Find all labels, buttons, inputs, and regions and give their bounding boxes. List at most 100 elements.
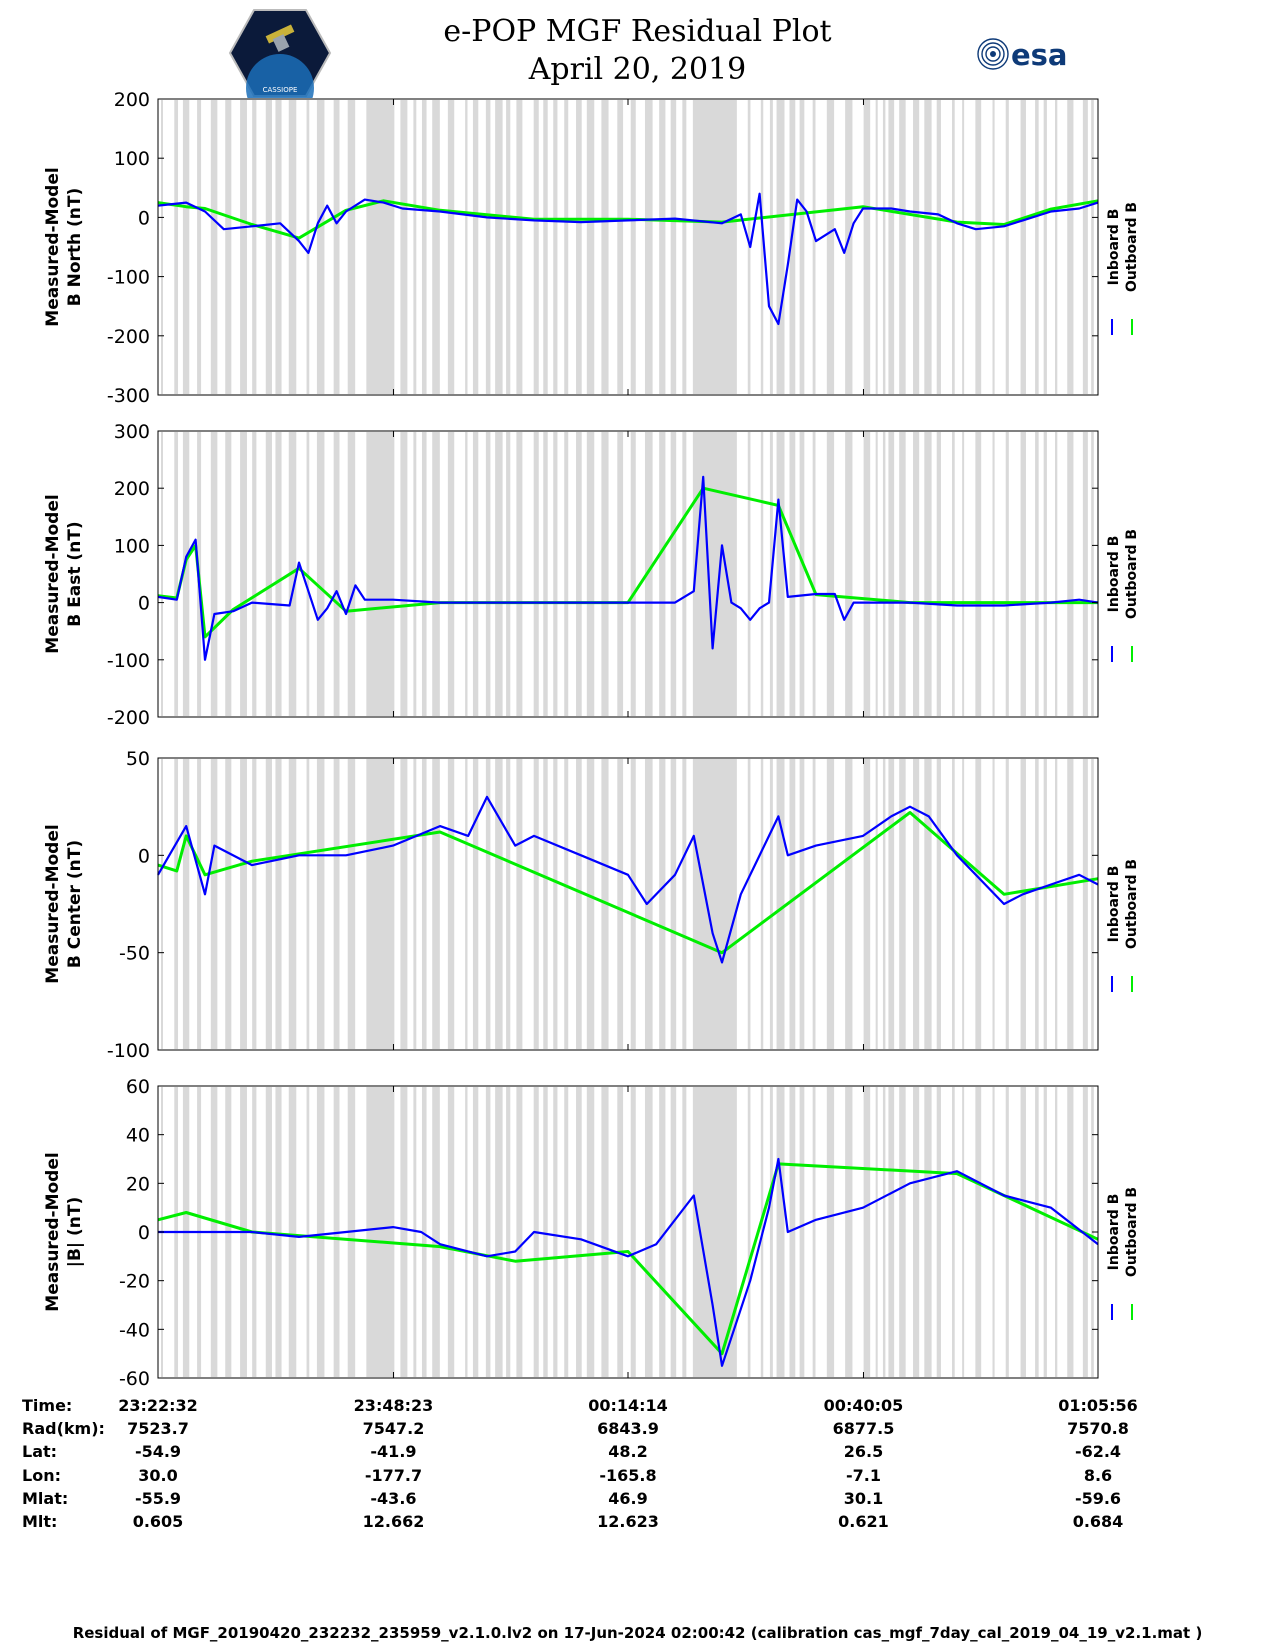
data-gap-stripe [875, 432, 878, 716]
data-gap-stripe [265, 100, 272, 394]
data-gap-stripe [776, 100, 785, 394]
panel-3: 50 0 -50 -100 Measured-Model B Center (nT) Inb… [43, 748, 1140, 1062]
data-gap-stripe [252, 100, 257, 394]
data-gap-stripe [400, 1087, 408, 1377]
data-gap-stripe [913, 432, 920, 716]
data-gap-stripe [659, 759, 666, 1049]
footer-caption: Residual of MGF_20190420_232232_235959_v… [72, 1624, 1203, 1642]
data-gap-stripe [992, 100, 995, 394]
data-gap-stripe [265, 759, 272, 1049]
data-gap-stripe [400, 432, 408, 716]
data-gap-stripe [265, 432, 272, 716]
data-gap-stripe [747, 759, 751, 1049]
y-axis-label: Measured-Model B North (nT) [43, 167, 85, 326]
data-gap-stripe [747, 432, 751, 716]
y-tick-label: 200 [114, 89, 150, 111]
data-gap-stripe [1005, 432, 1009, 716]
data-gap-stripe [1043, 1087, 1047, 1377]
data-gap-stripe [992, 1087, 995, 1377]
data-gap-stripe [1020, 759, 1026, 1049]
y-axis-label-line: B Center (nT) [65, 840, 85, 968]
info-lat-value: -62.4 [1074, 1442, 1122, 1461]
y-axis-label-line: B North (nT) [65, 188, 85, 307]
data-gap-stripe [1055, 1087, 1058, 1377]
data-gap-stripe [288, 759, 297, 1049]
data-gap-stripe [485, 759, 491, 1049]
data-gap-stripe [601, 100, 609, 394]
y-tick-label: 200 [114, 478, 150, 500]
data-gap-stripe [899, 432, 906, 716]
data-gap-stripe [936, 759, 941, 1049]
data-gap-stripe [682, 100, 687, 394]
data-gap-stripe [769, 100, 773, 394]
data-gap-stripe [564, 432, 569, 716]
data-gap-stripe [553, 759, 558, 1049]
y-tick-label: -50 [119, 943, 150, 965]
data-gap-stripe [400, 100, 408, 394]
data-gap-stripe [875, 100, 878, 394]
data-gap-stripe [617, 100, 624, 394]
data-gap-stripe [692, 100, 737, 394]
legend-entry: Inboard B [1106, 536, 1122, 613]
series-outboard [157, 199, 1099, 240]
data-gap-stripe [1035, 1087, 1039, 1377]
data-gap-stripe [1082, 100, 1088, 394]
data-gap-stripe [1035, 432, 1039, 716]
data-gap-stripe [1020, 1087, 1026, 1377]
data-gap-stripe [924, 432, 932, 716]
y-tick-label: -200 [107, 326, 150, 348]
data-gap-stripe [682, 432, 687, 716]
data-gap-stripe [692, 759, 737, 1049]
series-inboard [158, 1157, 1099, 1367]
data-gap-stripe [882, 432, 886, 716]
legend-entry: Outboard B [1124, 202, 1140, 292]
y-axis-label-line: Measured-Model [43, 824, 63, 983]
data-gap-stripe [899, 759, 906, 1049]
data-gap-stripe [670, 432, 677, 716]
info-lon-value: -7.1 [845, 1466, 881, 1485]
data-gap-stripe [210, 432, 218, 716]
data-gap-stripe [275, 759, 282, 1049]
data-gap-stripe [225, 432, 232, 716]
data-gap-stripe [275, 100, 282, 394]
data-gap-stripe [240, 432, 247, 716]
data-gap-stripe [1091, 759, 1094, 1049]
data-gap-stripe [882, 759, 886, 1049]
data-gap-stripe [875, 759, 878, 1049]
data-gap-stripe [812, 100, 816, 394]
y-axis-label: Measured-Model |B| (nT) [43, 1152, 85, 1311]
data-gap-stripe [962, 432, 965, 716]
data-gap-stripe [924, 100, 932, 394]
y-axis-label-line: Measured-Model [43, 1152, 63, 1311]
data-gap-stripe [495, 100, 503, 394]
data-gap-stripe [465, 432, 468, 716]
data-gap-stripe [197, 100, 202, 394]
data-gap-stripe [366, 432, 395, 716]
data-gap-stripe [630, 100, 636, 394]
legend: Inboard B Outboard B [1106, 529, 1140, 619]
data-gap-stripe [472, 1087, 479, 1377]
data-gap-stripe [225, 759, 232, 1049]
data-gap-stripe [316, 100, 325, 394]
data-gap-stripe [670, 759, 677, 1049]
data-gap-stripe [516, 432, 523, 716]
data-gap-stripe [564, 1087, 569, 1377]
data-gap-stripe [413, 100, 417, 394]
data-gap-stripe [553, 100, 558, 394]
data-gap-stripe [1067, 759, 1074, 1049]
data-gap-stripe [543, 432, 548, 716]
data-gap-stripe [421, 100, 427, 394]
data-gap-stripe [952, 1087, 955, 1377]
data-gap-stripe [962, 759, 965, 1049]
data-gap-stripe [617, 1087, 624, 1377]
data-gap-stripe [495, 432, 503, 716]
data-gap-stripe [240, 759, 247, 1049]
data-gap-stripe [306, 100, 310, 394]
data-gap-stripe [333, 432, 340, 716]
y-tick-label: 0 [138, 1222, 150, 1244]
data-gap-stripe [182, 432, 190, 716]
data-gap-stripe [432, 1087, 440, 1377]
series-outboard [157, 811, 1099, 955]
info-mlt-value: 12.662 [362, 1512, 425, 1531]
info-rad-value: 7570.8 [1067, 1419, 1129, 1438]
